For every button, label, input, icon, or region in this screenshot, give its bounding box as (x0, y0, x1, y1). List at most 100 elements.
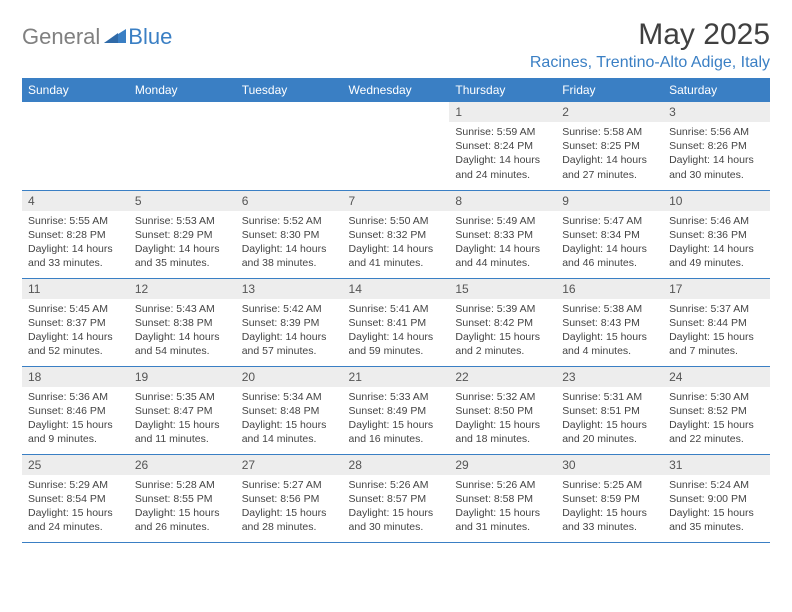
calendar-cell: 8Sunrise: 5:49 AMSunset: 8:33 PMDaylight… (449, 190, 556, 278)
calendar-cell: 29Sunrise: 5:26 AMSunset: 8:58 PMDayligh… (449, 454, 556, 542)
calendar-cell: 24Sunrise: 5:30 AMSunset: 8:52 PMDayligh… (663, 366, 770, 454)
calendar-cell: 22Sunrise: 5:32 AMSunset: 8:50 PMDayligh… (449, 366, 556, 454)
day-number: 8 (449, 191, 556, 211)
calendar-week-row: 4Sunrise: 5:55 AMSunset: 8:28 PMDaylight… (22, 190, 770, 278)
day-number: 29 (449, 455, 556, 475)
day-header: Saturday (663, 78, 770, 102)
day-number: 6 (236, 191, 343, 211)
day-number: 7 (343, 191, 450, 211)
day-number: 24 (663, 367, 770, 387)
calendar-cell: 31Sunrise: 5:24 AMSunset: 9:00 PMDayligh… (663, 454, 770, 542)
logo-text-gray: General (22, 24, 100, 50)
calendar-cell: 17Sunrise: 5:37 AMSunset: 8:44 PMDayligh… (663, 278, 770, 366)
day-number: 4 (22, 191, 129, 211)
day-number: 17 (663, 279, 770, 299)
calendar-cell (236, 102, 343, 190)
day-header: Sunday (22, 78, 129, 102)
day-details: Sunrise: 5:46 AMSunset: 8:36 PMDaylight:… (663, 211, 770, 275)
day-details: Sunrise: 5:49 AMSunset: 8:33 PMDaylight:… (449, 211, 556, 275)
calendar-cell: 4Sunrise: 5:55 AMSunset: 8:28 PMDaylight… (22, 190, 129, 278)
day-number: 15 (449, 279, 556, 299)
header: General Blue May 2025 Racines, Trentino-… (22, 18, 770, 72)
day-number: 11 (22, 279, 129, 299)
day-details: Sunrise: 5:30 AMSunset: 8:52 PMDaylight:… (663, 387, 770, 451)
logo-text-blue: Blue (128, 24, 172, 50)
day-details: Sunrise: 5:26 AMSunset: 8:58 PMDaylight:… (449, 475, 556, 539)
calendar-cell: 14Sunrise: 5:41 AMSunset: 8:41 PMDayligh… (343, 278, 450, 366)
calendar-cell: 21Sunrise: 5:33 AMSunset: 8:49 PMDayligh… (343, 366, 450, 454)
calendar-cell: 1Sunrise: 5:59 AMSunset: 8:24 PMDaylight… (449, 102, 556, 190)
calendar-table: Sunday Monday Tuesday Wednesday Thursday… (22, 78, 770, 543)
day-details: Sunrise: 5:31 AMSunset: 8:51 PMDaylight:… (556, 387, 663, 451)
day-number: 1 (449, 102, 556, 122)
calendar-cell: 18Sunrise: 5:36 AMSunset: 8:46 PMDayligh… (22, 366, 129, 454)
logo: General Blue (22, 18, 172, 50)
day-details: Sunrise: 5:29 AMSunset: 8:54 PMDaylight:… (22, 475, 129, 539)
day-details: Sunrise: 5:35 AMSunset: 8:47 PMDaylight:… (129, 387, 236, 451)
day-number: 10 (663, 191, 770, 211)
day-number: 16 (556, 279, 663, 299)
day-number (129, 102, 236, 122)
calendar-week-row: 11Sunrise: 5:45 AMSunset: 8:37 PMDayligh… (22, 278, 770, 366)
day-details: Sunrise: 5:42 AMSunset: 8:39 PMDaylight:… (236, 299, 343, 363)
day-details: Sunrise: 5:41 AMSunset: 8:41 PMDaylight:… (343, 299, 450, 363)
day-number: 26 (129, 455, 236, 475)
calendar-cell: 15Sunrise: 5:39 AMSunset: 8:42 PMDayligh… (449, 278, 556, 366)
day-number: 31 (663, 455, 770, 475)
day-details: Sunrise: 5:32 AMSunset: 8:50 PMDaylight:… (449, 387, 556, 451)
calendar-cell: 23Sunrise: 5:31 AMSunset: 8:51 PMDayligh… (556, 366, 663, 454)
calendar-week-row: 18Sunrise: 5:36 AMSunset: 8:46 PMDayligh… (22, 366, 770, 454)
day-number: 19 (129, 367, 236, 387)
calendar-cell: 6Sunrise: 5:52 AMSunset: 8:30 PMDaylight… (236, 190, 343, 278)
calendar-cell: 16Sunrise: 5:38 AMSunset: 8:43 PMDayligh… (556, 278, 663, 366)
calendar-cell (343, 102, 450, 190)
day-details: Sunrise: 5:34 AMSunset: 8:48 PMDaylight:… (236, 387, 343, 451)
calendar-cell: 28Sunrise: 5:26 AMSunset: 8:57 PMDayligh… (343, 454, 450, 542)
calendar-cell: 19Sunrise: 5:35 AMSunset: 8:47 PMDayligh… (129, 366, 236, 454)
day-number: 13 (236, 279, 343, 299)
day-details: Sunrise: 5:56 AMSunset: 8:26 PMDaylight:… (663, 122, 770, 186)
day-details: Sunrise: 5:53 AMSunset: 8:29 PMDaylight:… (129, 211, 236, 275)
day-details: Sunrise: 5:26 AMSunset: 8:57 PMDaylight:… (343, 475, 450, 539)
calendar-week-row: 25Sunrise: 5:29 AMSunset: 8:54 PMDayligh… (22, 454, 770, 542)
calendar-cell (129, 102, 236, 190)
day-details: Sunrise: 5:59 AMSunset: 8:24 PMDaylight:… (449, 122, 556, 186)
day-header: Wednesday (343, 78, 450, 102)
day-number (22, 102, 129, 122)
calendar-cell: 11Sunrise: 5:45 AMSunset: 8:37 PMDayligh… (22, 278, 129, 366)
day-details: Sunrise: 5:50 AMSunset: 8:32 PMDaylight:… (343, 211, 450, 275)
calendar-cell: 13Sunrise: 5:42 AMSunset: 8:39 PMDayligh… (236, 278, 343, 366)
calendar-cell: 5Sunrise: 5:53 AMSunset: 8:29 PMDaylight… (129, 190, 236, 278)
day-details: Sunrise: 5:58 AMSunset: 8:25 PMDaylight:… (556, 122, 663, 186)
day-number: 20 (236, 367, 343, 387)
day-header: Monday (129, 78, 236, 102)
calendar-cell: 26Sunrise: 5:28 AMSunset: 8:55 PMDayligh… (129, 454, 236, 542)
calendar-cell: 27Sunrise: 5:27 AMSunset: 8:56 PMDayligh… (236, 454, 343, 542)
location-label: Racines, Trentino-Alto Adige, Italy (530, 54, 770, 72)
day-number (343, 102, 450, 122)
day-details: Sunrise: 5:37 AMSunset: 8:44 PMDaylight:… (663, 299, 770, 363)
title-block: May 2025 Racines, Trentino-Alto Adige, I… (530, 18, 770, 72)
day-details: Sunrise: 5:55 AMSunset: 8:28 PMDaylight:… (22, 211, 129, 275)
day-number: 5 (129, 191, 236, 211)
day-details: Sunrise: 5:39 AMSunset: 8:42 PMDaylight:… (449, 299, 556, 363)
day-details: Sunrise: 5:38 AMSunset: 8:43 PMDaylight:… (556, 299, 663, 363)
calendar-cell: 7Sunrise: 5:50 AMSunset: 8:32 PMDaylight… (343, 190, 450, 278)
day-details: Sunrise: 5:45 AMSunset: 8:37 PMDaylight:… (22, 299, 129, 363)
calendar-cell: 9Sunrise: 5:47 AMSunset: 8:34 PMDaylight… (556, 190, 663, 278)
day-details: Sunrise: 5:27 AMSunset: 8:56 PMDaylight:… (236, 475, 343, 539)
calendar-cell: 30Sunrise: 5:25 AMSunset: 8:59 PMDayligh… (556, 454, 663, 542)
calendar-cell: 3Sunrise: 5:56 AMSunset: 8:26 PMDaylight… (663, 102, 770, 190)
calendar-cell: 20Sunrise: 5:34 AMSunset: 8:48 PMDayligh… (236, 366, 343, 454)
calendar-cell: 12Sunrise: 5:43 AMSunset: 8:38 PMDayligh… (129, 278, 236, 366)
day-header-row: Sunday Monday Tuesday Wednesday Thursday… (22, 78, 770, 102)
day-number: 25 (22, 455, 129, 475)
day-number: 27 (236, 455, 343, 475)
day-details: Sunrise: 5:43 AMSunset: 8:38 PMDaylight:… (129, 299, 236, 363)
day-details: Sunrise: 5:24 AMSunset: 9:00 PMDaylight:… (663, 475, 770, 539)
logo-triangle-icon (104, 27, 126, 48)
calendar-cell (22, 102, 129, 190)
day-number: 21 (343, 367, 450, 387)
day-header: Friday (556, 78, 663, 102)
day-details: Sunrise: 5:36 AMSunset: 8:46 PMDaylight:… (22, 387, 129, 451)
